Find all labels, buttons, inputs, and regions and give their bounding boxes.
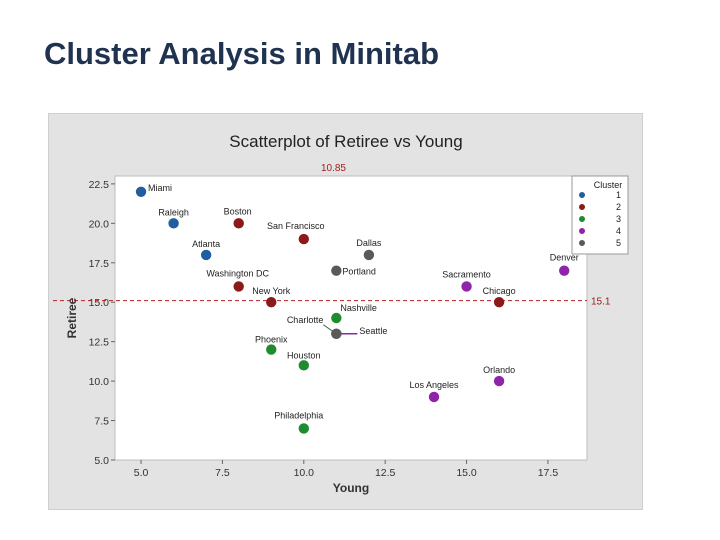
legend-marker-3: [579, 216, 585, 222]
y-tick-label: 12.5: [89, 337, 110, 349]
point-label: Seattle: [359, 326, 387, 336]
legend-marker-5: [579, 240, 585, 246]
point-raleigh: [168, 218, 179, 229]
data-points: Miami Raleigh Atlanta Boston San Francisco Wa…: [135, 183, 579, 434]
point-los-angeles: [428, 391, 440, 403]
legend-title: Cluster: [594, 180, 623, 190]
point-houston: [298, 360, 309, 371]
charlotte-leader-line: [323, 324, 334, 333]
point-washington-dc: [233, 281, 244, 292]
point-label: Chicago: [483, 286, 516, 296]
legend-entry-4: 4: [616, 226, 621, 236]
x-axis-ticks: 5.0 7.5 10.0 12.5 15.0 17.5: [134, 460, 559, 479]
point-new-york: [266, 297, 277, 308]
y-tick-label: 22.5: [89, 179, 110, 191]
y-tick-label: 5.0: [94, 455, 109, 467]
ref-line-y-label: 15.1: [591, 297, 611, 308]
legend-entry-2: 2: [616, 202, 621, 212]
legend-marker-1: [579, 192, 585, 198]
point-label: Dallas: [356, 238, 382, 248]
point-label: Portland: [342, 267, 376, 277]
point-label: Sacramento: [442, 269, 491, 279]
legend-marker-4: [579, 228, 585, 234]
point-boston: [233, 218, 244, 229]
point-label: Houston: [287, 350, 321, 360]
point-orlando: [493, 375, 505, 387]
x-axis-label: Young: [333, 481, 369, 495]
point-label: Miami: [148, 183, 172, 193]
point-seattle: [331, 328, 342, 339]
point-label: Atlanta: [192, 239, 220, 249]
point-label: Los Angeles: [409, 380, 459, 390]
y-axis-ticks: 5.0 7.5 10.0 12.5 15.0 17.5 20.0 22.5: [89, 179, 115, 467]
y-tick-label: 10.0: [89, 376, 110, 388]
point-label: Philadelphia: [274, 410, 323, 420]
y-tick-label: 15.0: [89, 297, 110, 309]
x-tick-label: 12.5: [375, 467, 396, 479]
y-tick-label: 20.0: [89, 218, 110, 230]
point-atlanta: [200, 249, 212, 261]
point-label: Phoenix: [255, 335, 288, 345]
point-nashville: [331, 312, 342, 324]
legend: Cluster 1 2 3 4 5: [571, 175, 629, 255]
point-miami: [135, 186, 147, 197]
point-sacramento: [461, 281, 472, 292]
point-label: Charlotte: [287, 315, 324, 325]
point-label: Boston: [224, 206, 252, 216]
y-tick-label: 7.5: [94, 416, 109, 428]
point-label: Raleigh: [158, 207, 189, 217]
y-tick-label: 17.5: [89, 258, 110, 270]
y-axis-label: Retiree: [65, 297, 79, 338]
point-philadelphia: [298, 423, 309, 434]
ref-line-x-label: 10.85: [321, 163, 346, 174]
point-label: San Francisco: [267, 221, 325, 231]
scatterplot-chart: Scatterplot of Retiree vs Young 10.85 5.…: [53, 132, 629, 495]
point-label: Washington DC: [206, 268, 269, 278]
x-tick-label: 5.0: [134, 467, 149, 479]
legend-entry-3: 3: [616, 214, 621, 224]
legend-entry-1: 1: [616, 190, 621, 200]
slide-title: Cluster Analysis in Minitab: [44, 36, 440, 71]
plot-area: [114, 175, 588, 461]
legend-entry-5: 5: [616, 238, 621, 248]
point-phoenix: [266, 344, 277, 355]
point-label: New York: [252, 286, 291, 296]
point-dallas: [363, 249, 375, 261]
x-tick-label: 15.0: [456, 467, 477, 479]
x-tick-label: 10.0: [294, 467, 315, 479]
point-denver: [559, 265, 570, 276]
chart-panel: Scatterplot of Retiree vs Young 10.85 5.…: [48, 113, 643, 510]
x-tick-label: 17.5: [538, 467, 559, 479]
point-label: Denver: [550, 253, 579, 263]
point-label: Orlando: [483, 365, 515, 375]
point-label: Nashville: [340, 303, 377, 313]
point-portland: [331, 265, 342, 276]
point-chicago: [493, 297, 505, 308]
chart-title: Scatterplot of Retiree vs Young: [229, 132, 462, 151]
point-san-francisco: [298, 233, 309, 245]
x-tick-label: 7.5: [215, 467, 230, 479]
legend-marker-2: [579, 204, 585, 210]
